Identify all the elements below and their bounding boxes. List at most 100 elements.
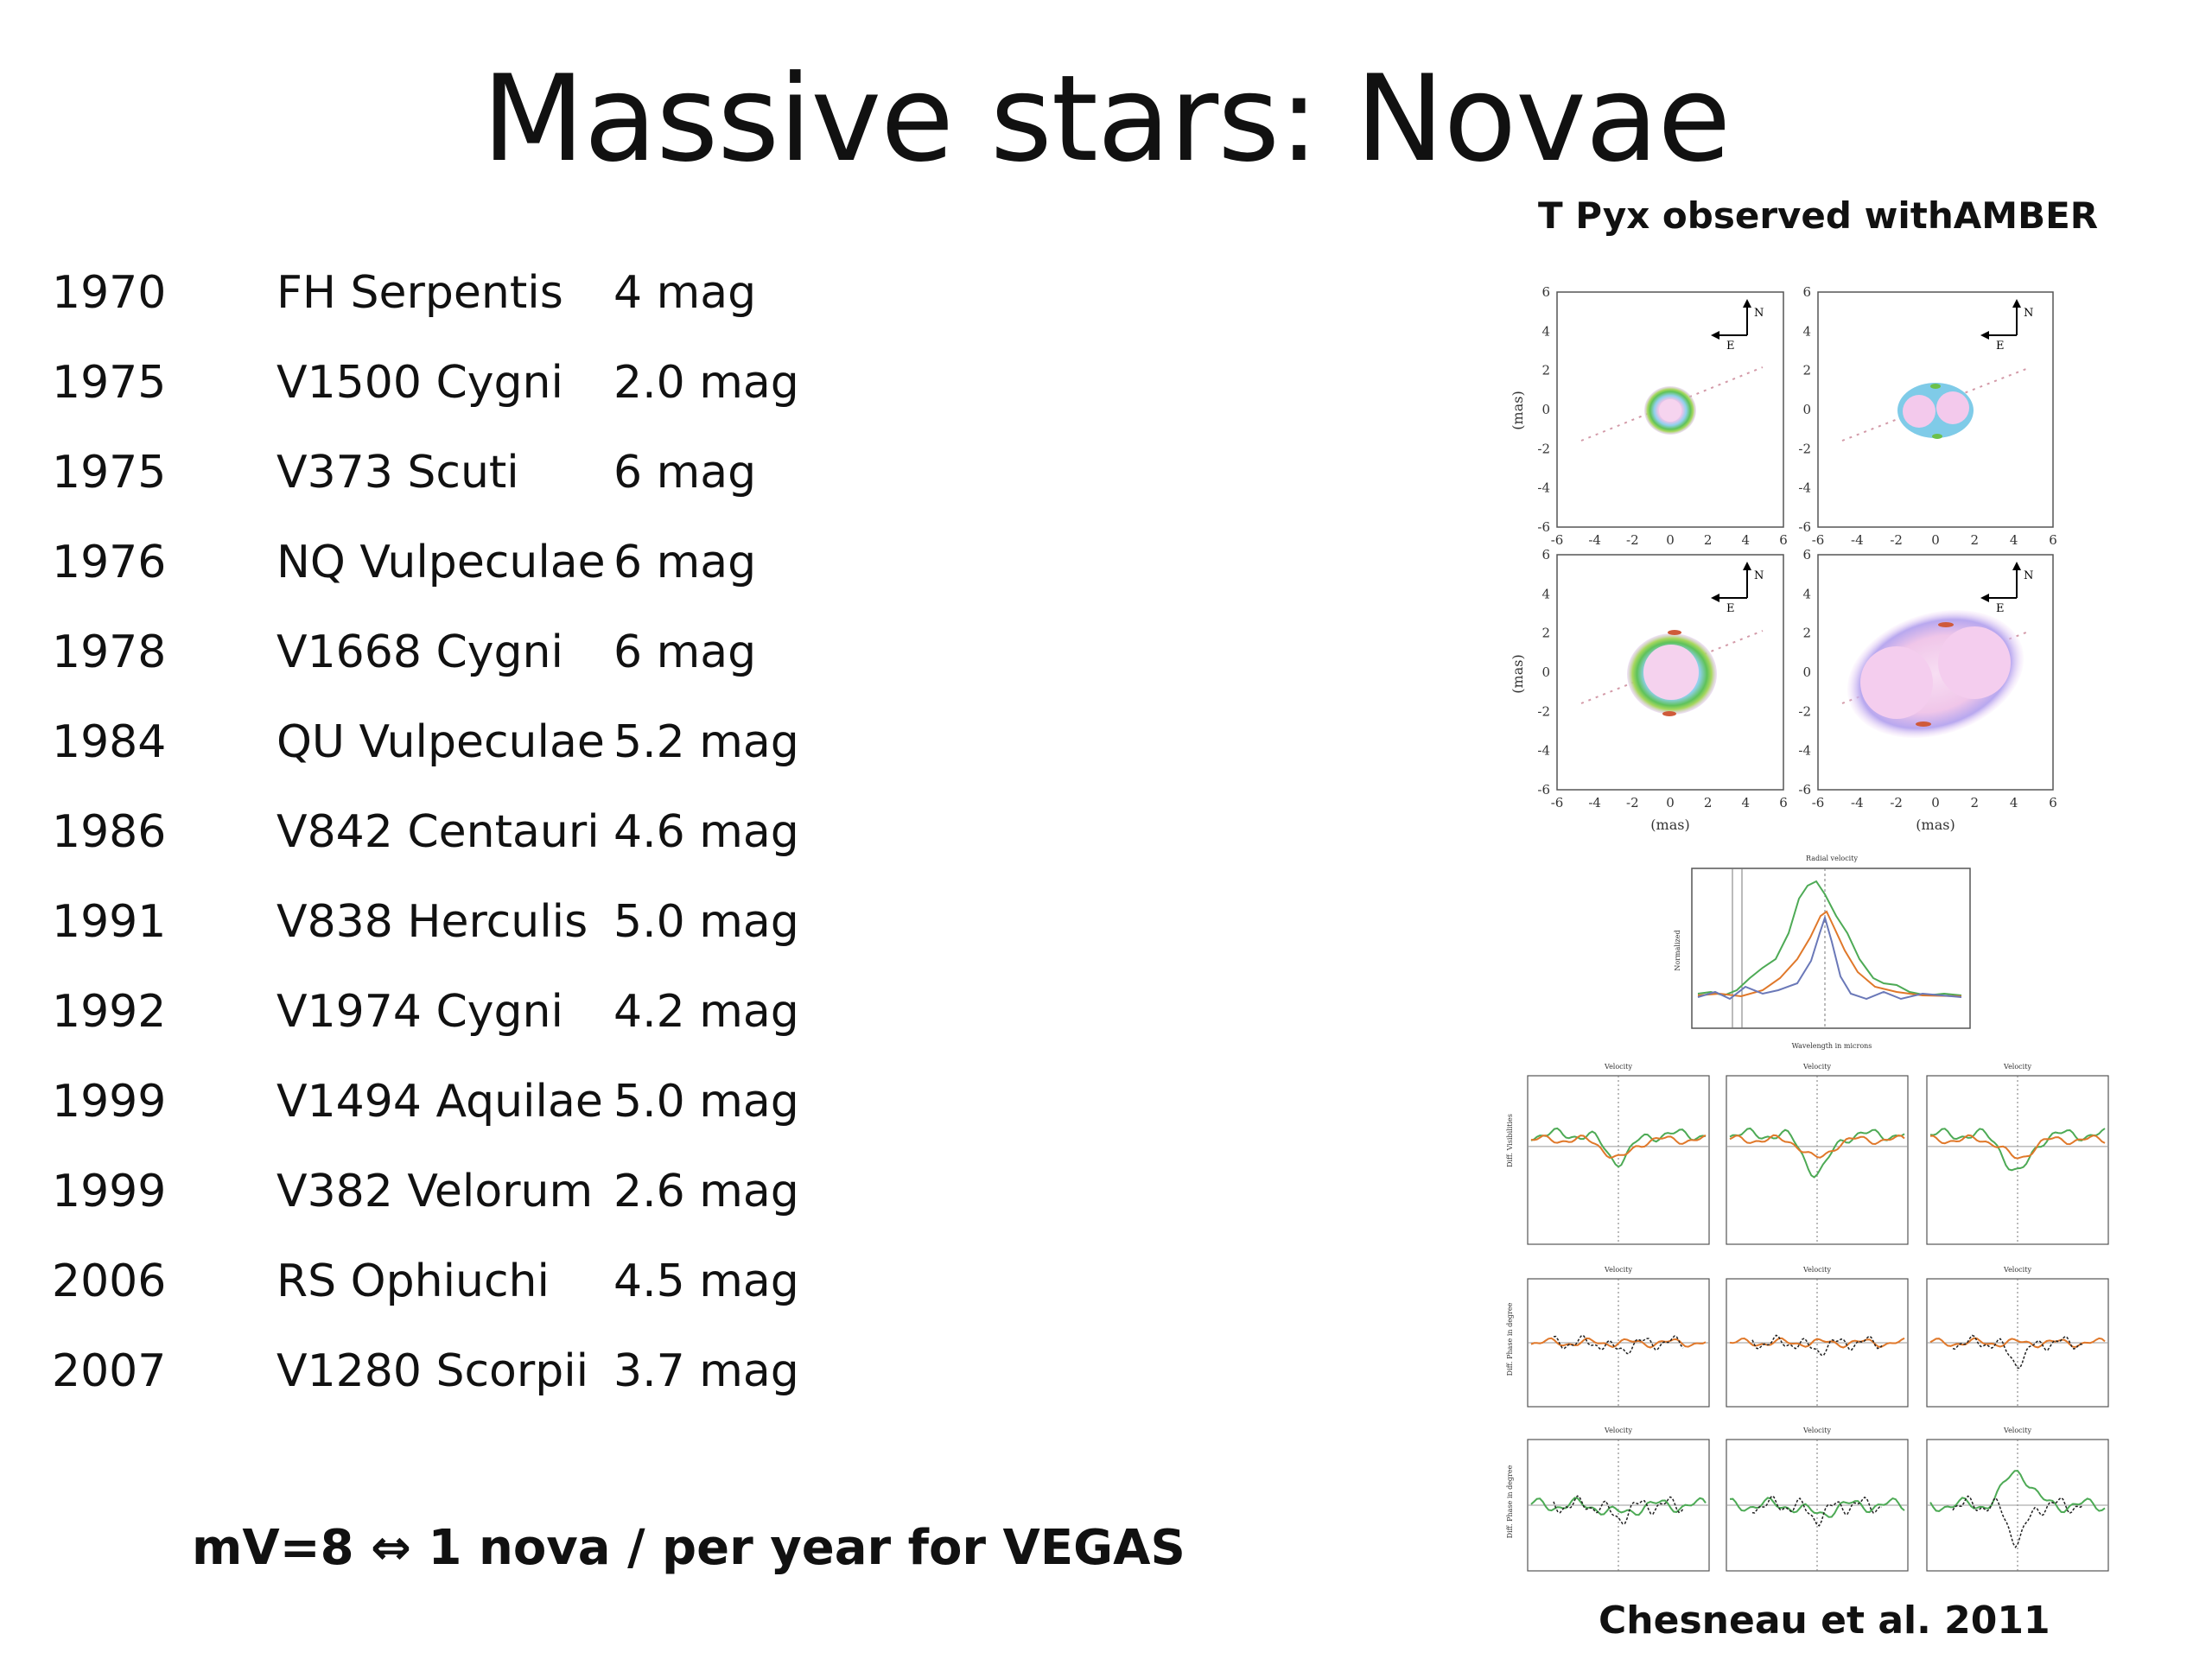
map-panel-2 bbox=[1817, 291, 2054, 528]
map-y-tick: 4 bbox=[1541, 586, 1550, 601]
map-y-tick: 4 bbox=[1802, 323, 1811, 339]
nova-name: V842 Centauri bbox=[276, 806, 600, 858]
map-x-tick: 0 bbox=[1666, 532, 1675, 548]
map-x-tick: 6 bbox=[2049, 532, 2057, 548]
nova-name: RS Ophiuchi bbox=[276, 1255, 550, 1307]
small-plot-velocity-label: Velocity bbox=[2003, 1266, 2031, 1274]
map-x-tick: -4 bbox=[1588, 795, 1601, 810]
visibility-green-line bbox=[1929, 1128, 2106, 1172]
small-plot-frame bbox=[1527, 1075, 1710, 1245]
visibility-orange-line bbox=[1530, 1135, 1707, 1159]
nova-year: 1986 bbox=[52, 806, 167, 858]
compass-north-label: N bbox=[1754, 569, 1764, 582]
nova-year: 1976 bbox=[52, 537, 167, 588]
map-y-tick: -2 bbox=[1537, 441, 1550, 456]
map-x-tick: -4 bbox=[1588, 532, 1601, 548]
spectrum-ylabel: Normalized bbox=[1674, 930, 1681, 970]
nova-name: QU Vulpeculae bbox=[276, 716, 605, 768]
map-y-tick: 0 bbox=[1541, 402, 1550, 417]
map-xlabel-right: (mas) bbox=[1916, 817, 1955, 833]
small-plot-velocity-label: Velocity bbox=[1604, 1427, 1632, 1434]
phase-model-line bbox=[1553, 1495, 1684, 1525]
phase-ylabel-1: Diff. Phase in degree bbox=[1506, 1302, 1514, 1376]
spectrum-line-orange bbox=[1697, 910, 1962, 998]
nova-name: V1974 Cygni bbox=[276, 986, 563, 1038]
spectrum-line-green bbox=[1697, 880, 1962, 997]
nova-magnitude: 4.2 mag bbox=[613, 986, 799, 1038]
map-y-tick: -4 bbox=[1798, 743, 1811, 759]
compass-north-head bbox=[2012, 299, 2021, 308]
map-y-tick: -4 bbox=[1798, 480, 1811, 496]
map-y-tick: -6 bbox=[1798, 782, 1811, 798]
phase-orange-line bbox=[1530, 1337, 1707, 1349]
map-x-tick: 2 bbox=[1704, 795, 1713, 810]
map-y-tick: -6 bbox=[1537, 782, 1550, 798]
nova-year: 1991 bbox=[52, 896, 167, 948]
compass-east-label: E bbox=[1726, 340, 1735, 353]
figure-citation: Chesneau et al. 2011 bbox=[1599, 1599, 2050, 1643]
small-plot-velocity-label: Velocity bbox=[2003, 1063, 2031, 1071]
nova-magnitude: 2.0 mag bbox=[613, 357, 799, 409]
map-x-tick: 6 bbox=[2049, 795, 2057, 810]
map-x-tick: 4 bbox=[1742, 532, 1751, 548]
spectrum-panel: Radial velocity Normalized Wavelength in… bbox=[1674, 855, 1971, 1050]
compass-east-head bbox=[1711, 331, 1719, 340]
phase-model-line bbox=[1952, 1495, 2083, 1548]
map-y-tick: -2 bbox=[1798, 441, 1811, 456]
small-plot-frame bbox=[1926, 1075, 2109, 1245]
compass-north-label: N bbox=[2024, 569, 2033, 582]
nova-magnitude: 5.0 mag bbox=[613, 1076, 799, 1128]
map-tick-labels: -6-6-4-4-2-200224466-6-6-4-4-2-200224466… bbox=[1537, 284, 2056, 810]
map-y-tick: 6 bbox=[1802, 547, 1811, 563]
map-x-tick: 2 bbox=[1971, 532, 1980, 548]
visibility-orange-line bbox=[1729, 1134, 1905, 1159]
visibility-green-line bbox=[1729, 1127, 1905, 1179]
compass-east-head bbox=[1711, 594, 1719, 602]
compass-north-label: N bbox=[2024, 307, 2033, 320]
nova-name: V1668 Cygni bbox=[276, 626, 563, 678]
nova-name: FH Serpentis bbox=[276, 267, 563, 319]
map-x-tick: 0 bbox=[1931, 795, 1940, 810]
map-y-tick: 2 bbox=[1541, 363, 1550, 378]
map-y-tick: 4 bbox=[1802, 586, 1811, 601]
small-plot-velocity-label: Velocity bbox=[2003, 1427, 2031, 1434]
spectrum-line-blue bbox=[1697, 914, 1962, 1001]
map-x-tick: -2 bbox=[1626, 795, 1639, 810]
map-y-tick: -6 bbox=[1537, 519, 1550, 535]
nova-magnitude: 4 mag bbox=[613, 267, 757, 319]
nova-magnitude: 5.2 mag bbox=[613, 716, 799, 768]
map-y-tick: 0 bbox=[1541, 664, 1550, 680]
visibility-orange-line bbox=[1929, 1134, 2106, 1160]
nova-magnitude: 6 mag bbox=[613, 537, 757, 588]
visibility-ylabel: Diff. Visibilities bbox=[1506, 1114, 1514, 1167]
nova-magnitude: 3.7 mag bbox=[613, 1345, 799, 1397]
map-x-tick: 2 bbox=[1971, 795, 1980, 810]
map-y-tick: 6 bbox=[1802, 284, 1811, 300]
nova-magnitude: 6 mag bbox=[613, 626, 757, 678]
visibility-green-line bbox=[1530, 1127, 1707, 1168]
nova-name: V838 Herculis bbox=[276, 896, 588, 948]
phase-ylabel-2: Diff. Phase in degree bbox=[1506, 1465, 1514, 1538]
nova-name: V1280 Scorpii bbox=[276, 1345, 589, 1397]
map-y-tick: 2 bbox=[1541, 626, 1550, 641]
phase-green-line bbox=[1929, 1470, 2106, 1514]
nova-name: V1494 Aquilae bbox=[276, 1076, 603, 1128]
map-y-tick: 0 bbox=[1802, 402, 1811, 417]
map-x-tick: -2 bbox=[1890, 795, 1903, 810]
compass-east-label: E bbox=[1996, 340, 2005, 353]
map-x-tick: 6 bbox=[1779, 532, 1788, 548]
map-x-tick: 6 bbox=[1779, 795, 1788, 810]
nova-name: V1500 Cygni bbox=[276, 357, 563, 409]
small-plot-velocity-label: Velocity bbox=[1802, 1266, 1831, 1274]
small-plot-frame bbox=[1726, 1075, 1909, 1245]
compass-east-head bbox=[1980, 594, 1989, 602]
nova-name: V373 Scuti bbox=[276, 447, 519, 499]
nova-magnitude: 4.5 mag bbox=[613, 1255, 799, 1307]
nova-year: 1992 bbox=[52, 986, 167, 1038]
small-plot-velocity-label: Velocity bbox=[1604, 1063, 1632, 1071]
compass-north-head bbox=[1743, 299, 1751, 308]
map-xlabel-left: (mas) bbox=[1650, 817, 1689, 833]
small-plot-velocity-label: Velocity bbox=[1802, 1063, 1831, 1071]
slide-title: Massive stars: Novae bbox=[481, 49, 1732, 188]
